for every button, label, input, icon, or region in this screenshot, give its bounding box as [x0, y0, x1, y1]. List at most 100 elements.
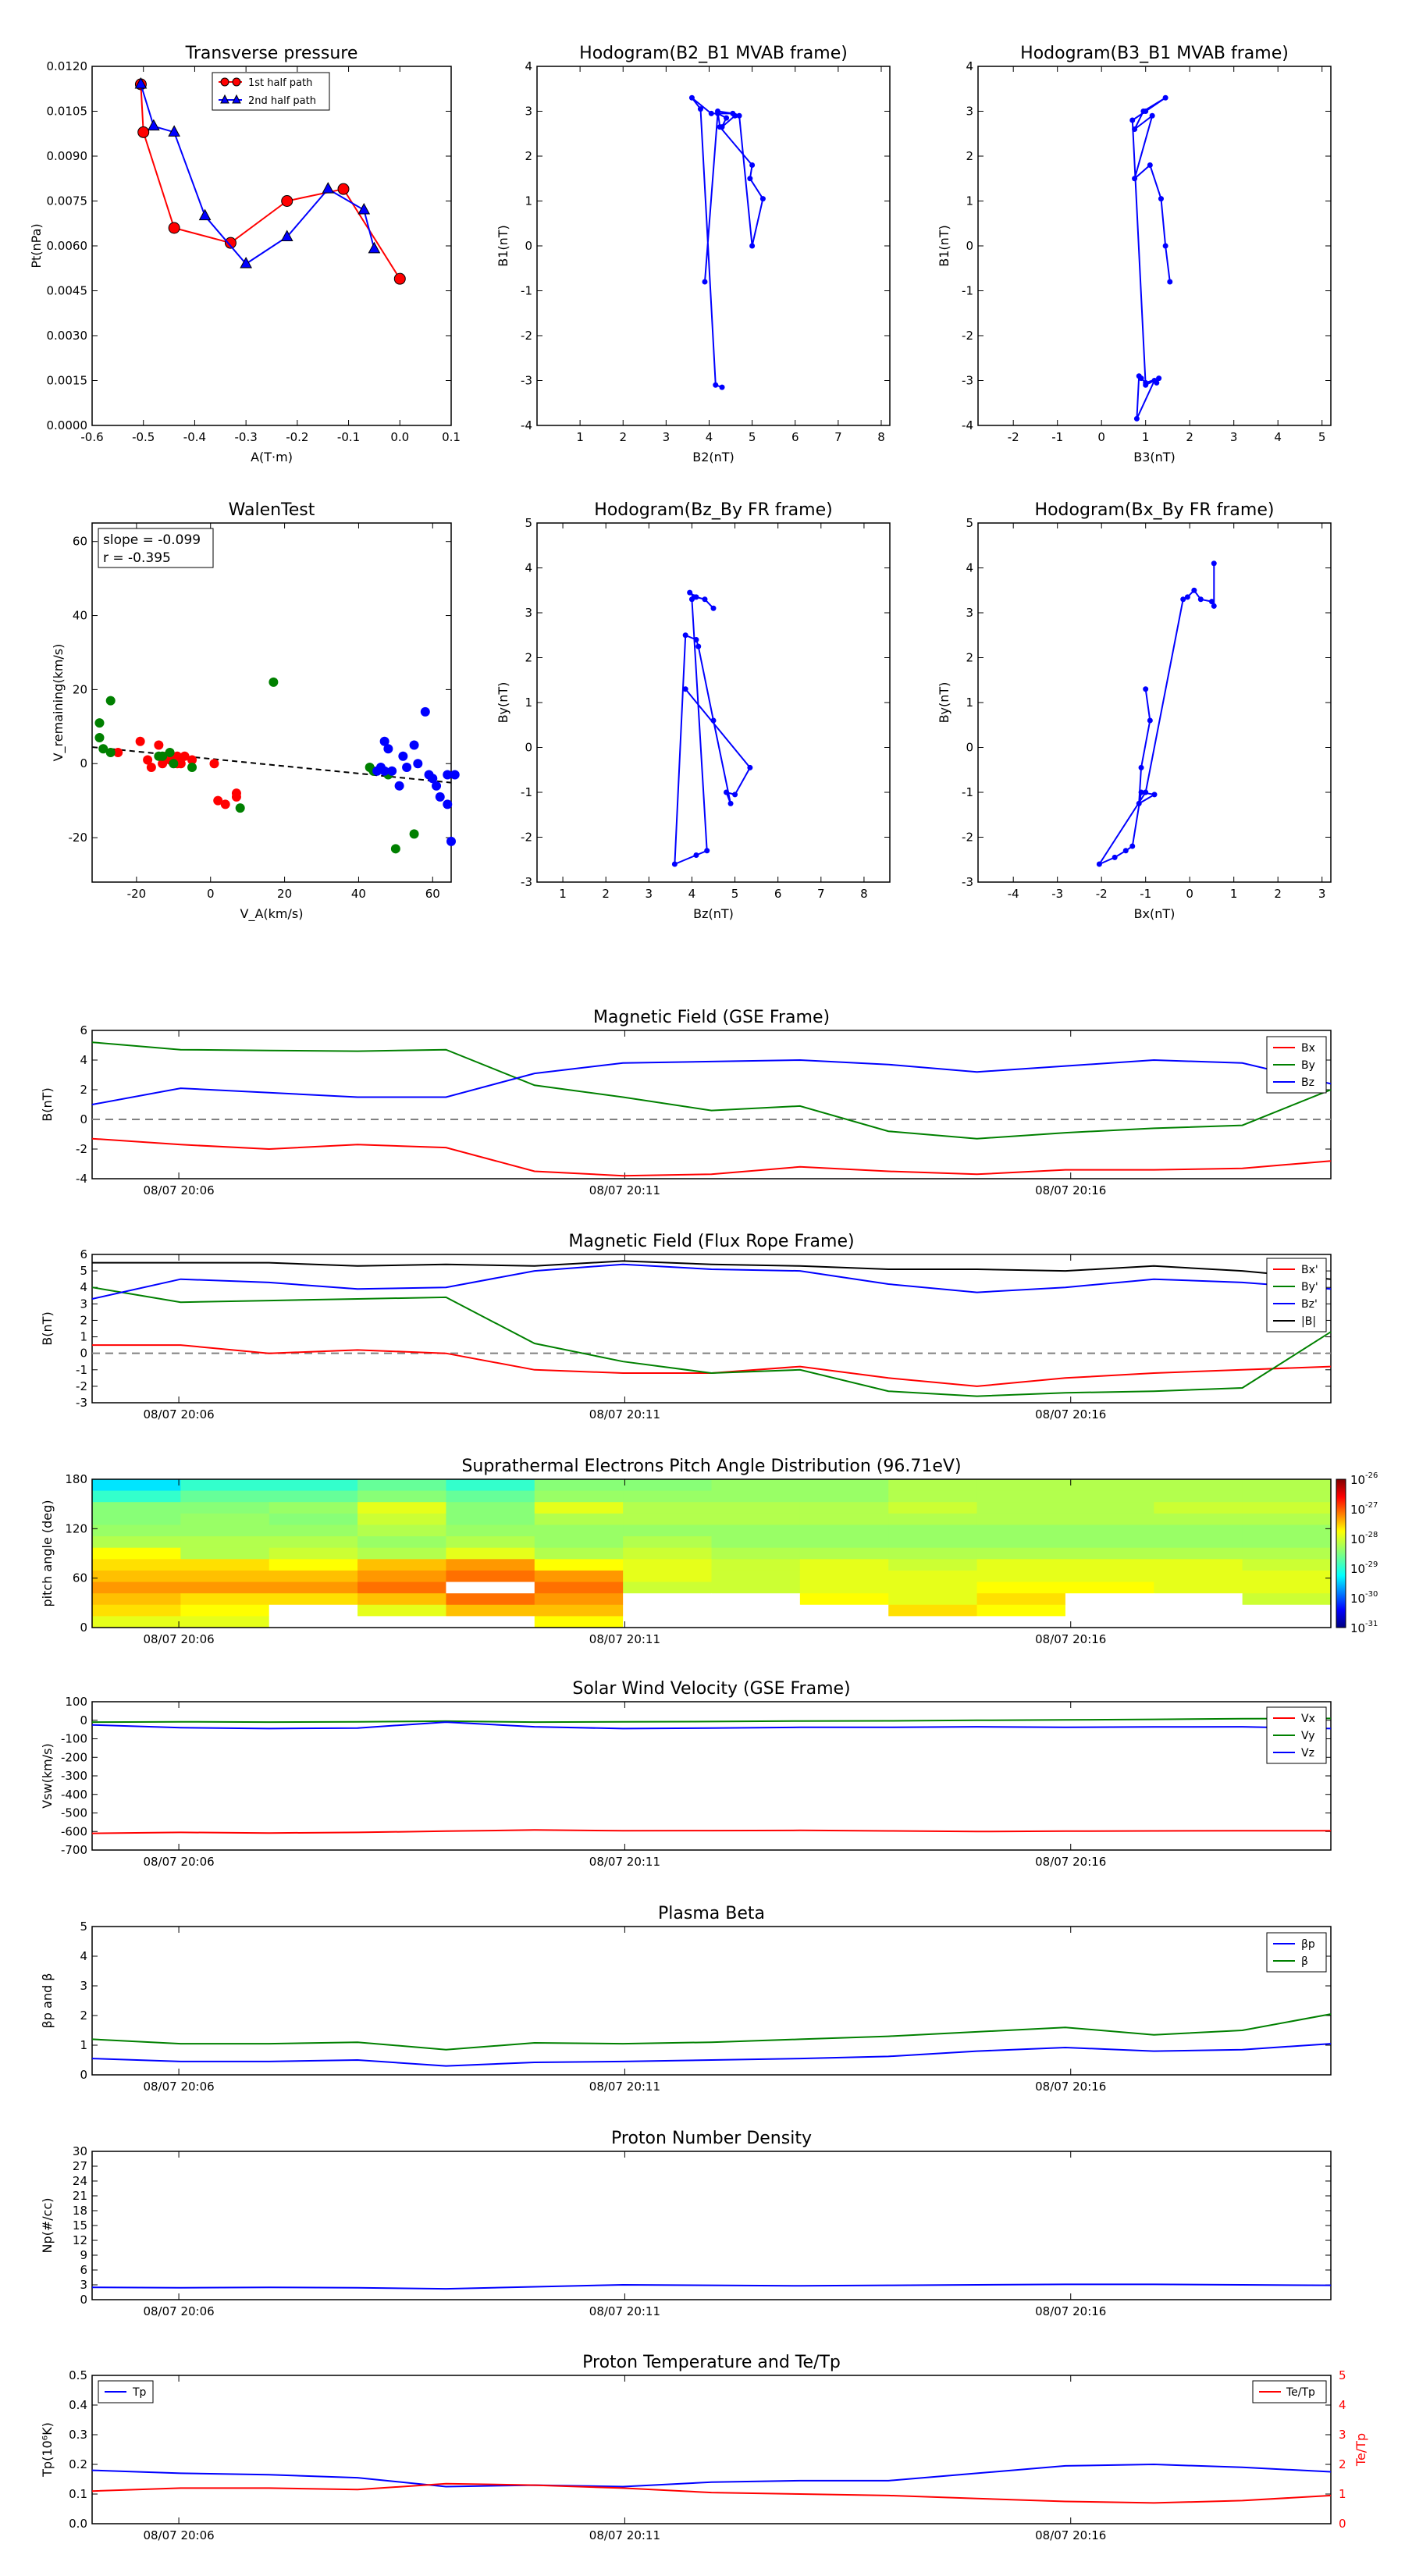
heatmap-cell [1154, 1570, 1243, 1583]
data-point-triangle [198, 208, 212, 221]
y-tick-label: 1 [966, 194, 973, 208]
legend-label: Bz' [1301, 1298, 1318, 1311]
heatmap-cell [799, 1559, 889, 1571]
heatmap-cell [180, 1616, 270, 1628]
y-axis-label: By(nT) [496, 682, 510, 724]
y-tick-label: 0 [80, 756, 87, 770]
chart-title: Plasma Beta [658, 1904, 765, 1923]
x-tick-label: 1 [559, 887, 567, 901]
chart-title: WalenTest [229, 500, 315, 520]
scatter-point-green [187, 762, 197, 772]
x-tick-label: -0.1 [337, 430, 360, 444]
data-point-triangle [240, 256, 252, 269]
heatmap-cell [976, 1570, 1066, 1583]
hodogram-point [713, 382, 719, 388]
data-point-circle [224, 237, 237, 249]
chart-beta: Plasma Beta 0 1 2 3 4 5 08/07 20:06 08/07 20:11 0… [40, 1904, 1332, 2094]
y-tick-label: 4 [966, 561, 973, 575]
y-tick-label: 2 [966, 651, 973, 665]
y-tick-label: 60 [73, 535, 87, 549]
x-tick-label: 8 [860, 887, 868, 901]
legend: Bx By Bz [1266, 1036, 1327, 1094]
y-tick-label: 3 [525, 105, 532, 119]
heatmap-cell [1154, 1490, 1243, 1503]
scatter-point-red [187, 755, 197, 765]
hodogram-point [759, 196, 766, 202]
heatmap-cell [1242, 1604, 1332, 1617]
heatmap-cell [623, 1604, 712, 1617]
heatmap-cell [1065, 1536, 1154, 1549]
legend-label: By [1301, 1059, 1315, 1072]
legend: Vx Vy Vz [1266, 1706, 1327, 1764]
y-tick-label: -200 [61, 1750, 87, 1764]
y-tick-label: 3 [80, 2278, 87, 2292]
plot-frame [536, 66, 891, 426]
hodogram-point [1132, 176, 1138, 182]
heatmap-cell [269, 1616, 358, 1628]
heatmap-cell [180, 1559, 270, 1571]
heatmap-cell [888, 1604, 978, 1617]
heatmap-cell [534, 1570, 624, 1583]
heatmap-cell [180, 1570, 270, 1583]
heatmap-cell [446, 1536, 535, 1549]
x-tick-label: 20 [277, 887, 292, 901]
time-tick-label: 08/07 20:11 [589, 2304, 660, 2318]
legend-label: 2nd half path [248, 95, 316, 107]
data-point-triangle [280, 229, 293, 241]
y-tick-label: 20 [73, 682, 87, 696]
heatmap-cell [534, 1536, 624, 1549]
heatmap-cell [711, 1513, 801, 1525]
y-tick-label: 0 [80, 2068, 87, 2082]
y-tick-label: 2 [966, 149, 973, 163]
legend-box [1266, 1258, 1327, 1332]
series-black [92, 1260, 1332, 1280]
y-tick-label: -700 [61, 1843, 87, 1857]
heatmap-cell [623, 1547, 712, 1560]
heatmap-cell [711, 1490, 801, 1503]
y-right-tick-label: 0 [1339, 2517, 1346, 2531]
y-tick-label: -2 [962, 831, 973, 845]
heatmap-cell [1065, 1490, 1154, 1503]
x-tick-label: 1 [576, 430, 584, 444]
y-tick-label: -3 [521, 875, 532, 889]
y-axis-label: Vsw(km/s) [40, 1743, 55, 1808]
y-tick-label: 0.0060 [47, 239, 88, 253]
heatmap-cell [92, 1616, 181, 1628]
x-tick-label: 2 [1186, 430, 1193, 444]
heatmap-cell [534, 1593, 624, 1606]
heatmap-cell [357, 1570, 446, 1583]
data-point-triangle [357, 202, 371, 215]
legend-right: Te/Tp [1252, 2380, 1327, 2403]
y-right-tick-label: 1 [1339, 2487, 1346, 2501]
heatmap-cell [976, 1490, 1066, 1503]
heatmap-cell [357, 1536, 446, 1549]
y-tick-label: 0.0105 [47, 105, 88, 119]
y-axis-label: pitch angle (deg) [40, 1500, 55, 1606]
heatmap-cell [1154, 1513, 1243, 1525]
scatter-point-blue [443, 770, 453, 780]
slope-annotation: slope = -0.099 [103, 532, 201, 548]
scatter-point-green [169, 759, 179, 769]
hodogram-point [747, 764, 753, 770]
x-axis-label: Bx(nT) [1134, 906, 1176, 921]
y-axis-label: B1(nT) [496, 225, 510, 267]
heatmap-cell [446, 1479, 535, 1492]
heatmap-cell [976, 1547, 1066, 1560]
x-tick-label: -20 [127, 887, 147, 901]
plot-frame [91, 1254, 1332, 1404]
heatmap-cell [1154, 1479, 1243, 1492]
y-tick-label: 60 [73, 1571, 87, 1585]
hodogram-point [747, 176, 753, 182]
y-tick-label: -300 [61, 1769, 87, 1783]
time-tick-label: 08/07 20:11 [589, 2528, 660, 2542]
heatmap-cell [269, 1547, 358, 1560]
hodogram-point [704, 848, 710, 854]
y-tick-label: 0.1 [69, 2487, 87, 2501]
hodogram-point [1184, 594, 1190, 600]
series-blue [91, 1059, 1332, 1105]
heatmap-cell [623, 1582, 712, 1594]
y-tick-label: 1 [80, 1330, 87, 1344]
scatter-point-red [154, 740, 164, 750]
y-tick-label: -3 [962, 374, 973, 388]
legend-marker [220, 94, 229, 104]
